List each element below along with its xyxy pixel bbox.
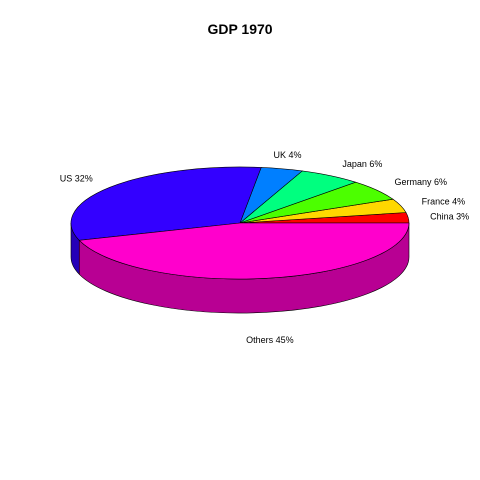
pie-label-china-3: China 3%	[430, 211, 469, 221]
pie-slice-others-45	[78, 222, 410, 280]
pie-label-france-4: France 4%	[422, 196, 466, 206]
pie-slice-us-32	[70, 166, 262, 241]
pie-labels: China 3% France 4% Germany 6% Japan 6% UK 4%…	[60, 150, 469, 345]
pie-label-us-32: US 32%	[60, 173, 93, 183]
pie-label-uk-4: UK 4%	[273, 150, 301, 160]
chart-title: GDP 1970	[207, 21, 272, 37]
pie-tops	[70, 166, 410, 280]
pie-label-others-45: Others 45%	[246, 335, 294, 345]
pie-label-germany-6: Germany 6%	[395, 177, 448, 187]
pie-label-japan-6: Japan 6%	[342, 159, 382, 169]
